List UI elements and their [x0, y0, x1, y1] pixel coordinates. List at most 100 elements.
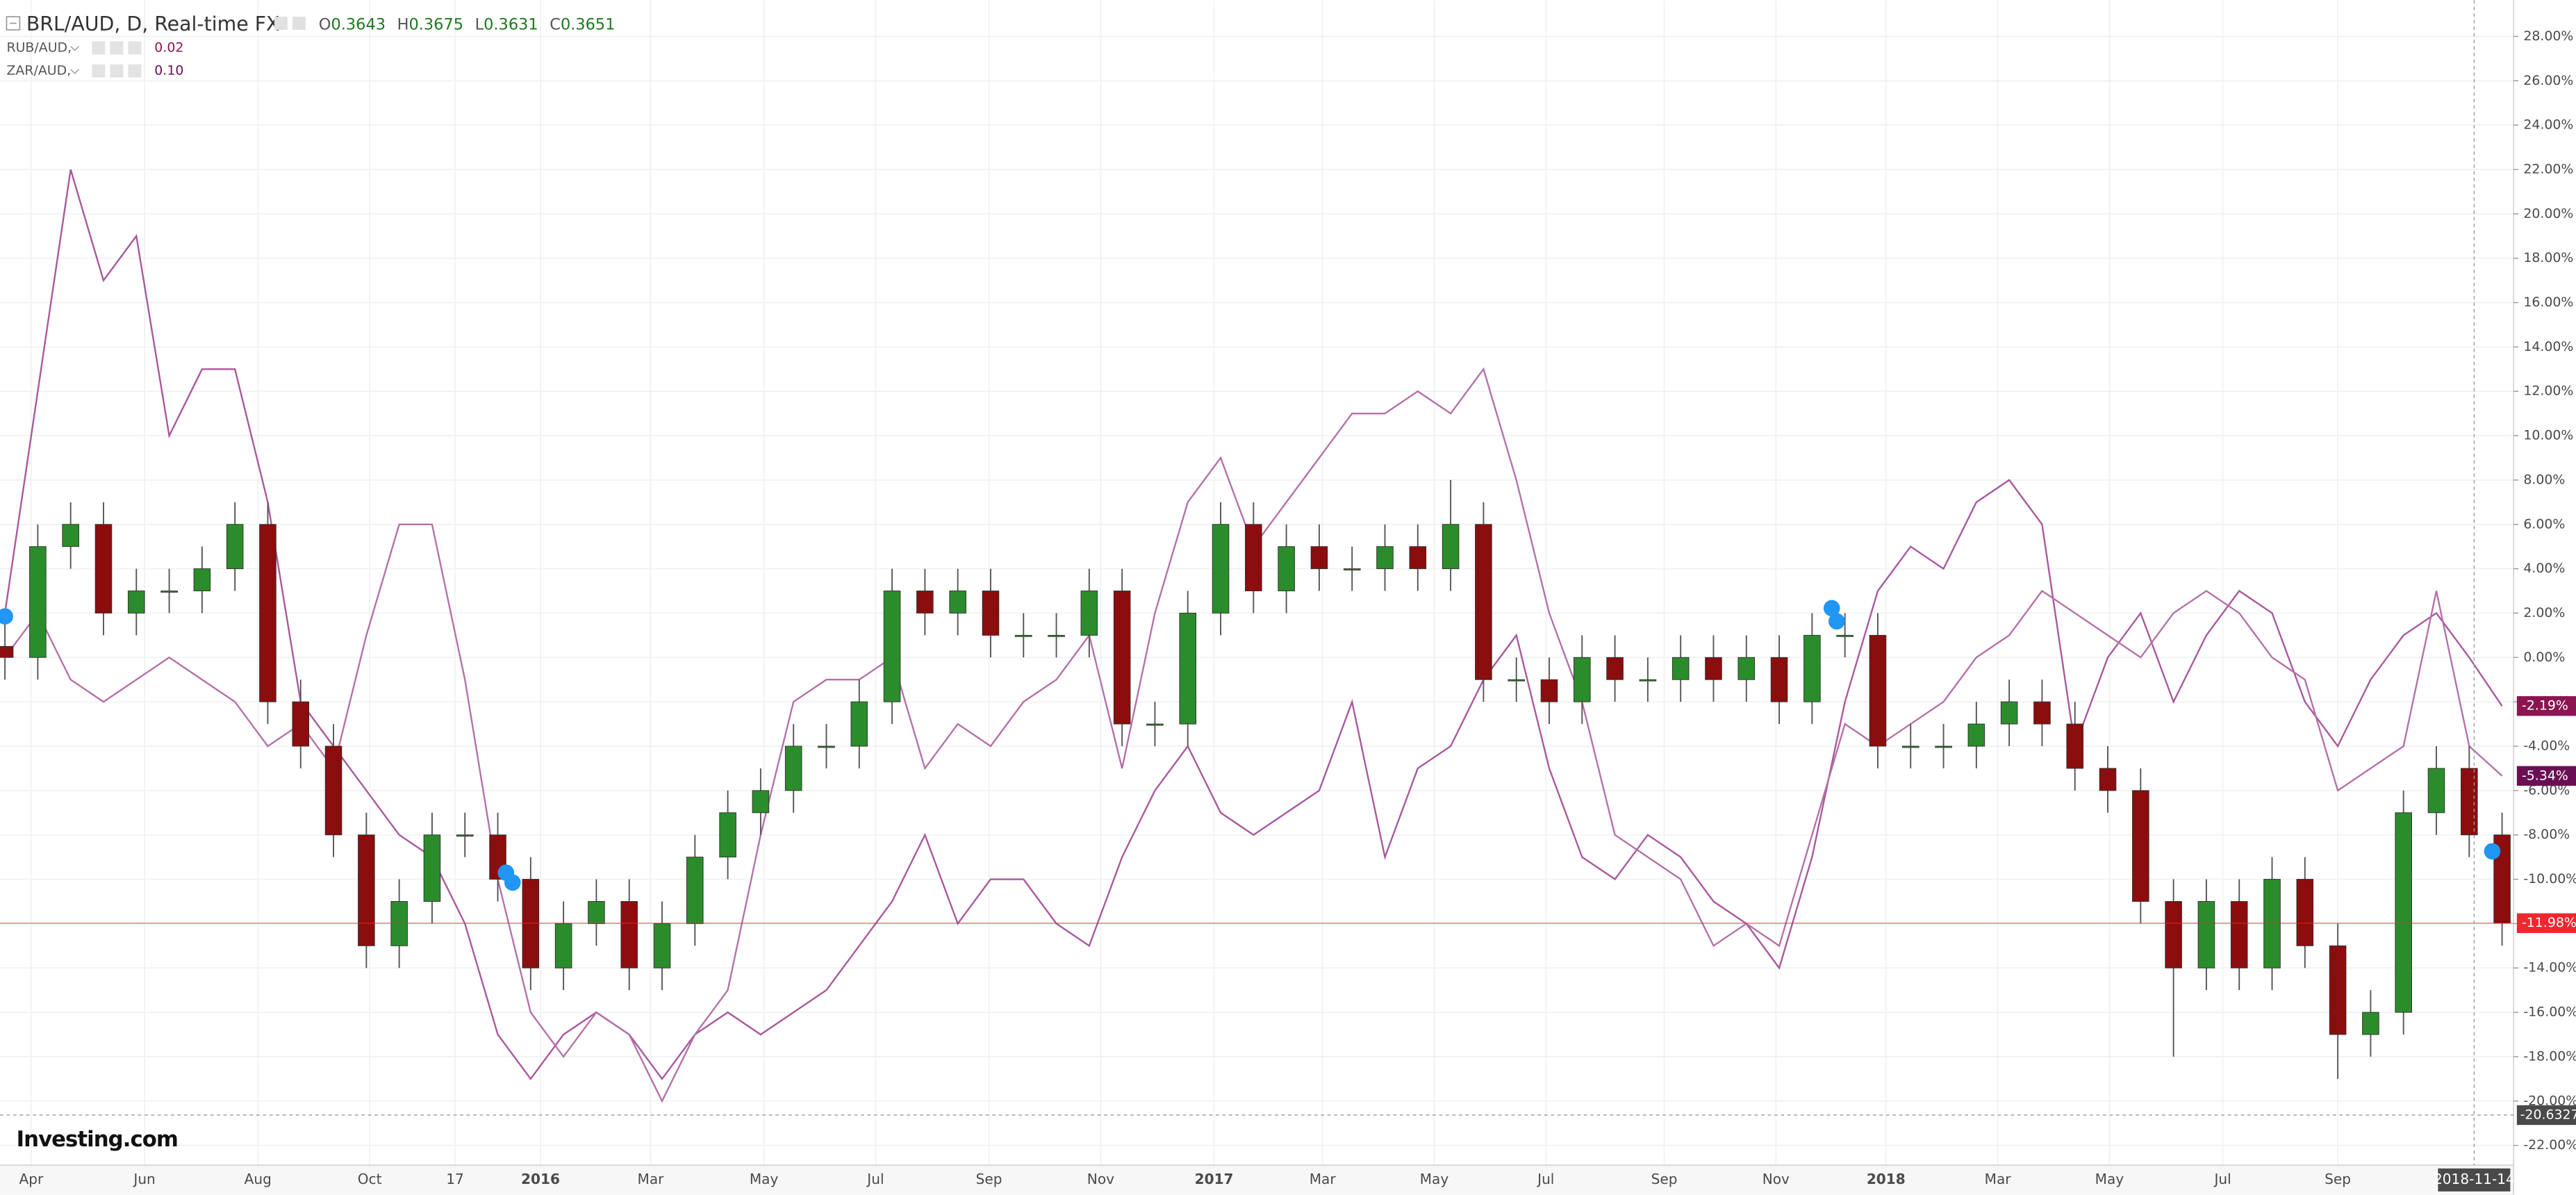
legend-icon[interactable] — [128, 41, 142, 55]
legend-icon[interactable] — [92, 64, 106, 78]
x-tick-label: May — [750, 1171, 779, 1187]
legend-icon[interactable] — [92, 41, 106, 55]
y-tick-label: 4.00% — [2523, 561, 2565, 576]
y-tick-label: 24.00% — [2523, 117, 2573, 133]
series-price-tag: -2.19% — [2522, 698, 2568, 714]
ohlc-key: C — [550, 15, 561, 33]
x-tick-label: Sep — [976, 1171, 1002, 1187]
settings-icon[interactable] — [274, 17, 288, 30]
legend-icon[interactable] — [128, 64, 142, 78]
candle-body — [1212, 524, 1230, 613]
ohlc-readout: O 0.3643 H 0.3675 L 0.3631 C 0.3651 — [319, 15, 616, 33]
ohlc-key: O — [319, 15, 331, 33]
y-tick-label: 12.00% — [2523, 384, 2573, 399]
x-tick-label: 2018-11-14 — [2434, 1171, 2515, 1187]
x-tick-label: 2017 — [1195, 1171, 1234, 1187]
candle-body — [1935, 745, 1952, 748]
x-tick-label: May — [1420, 1171, 1449, 1187]
collapse-icon[interactable] — [6, 16, 21, 31]
x-tick-label: 2018 — [1867, 1171, 1906, 1187]
ohlc-key: H — [397, 15, 409, 33]
candle-body — [1967, 723, 1985, 747]
candle-body — [982, 591, 1000, 636]
event-pin[interactable] — [1828, 613, 1845, 630]
candle-body — [1376, 546, 1394, 570]
event-pin[interactable] — [2484, 843, 2501, 860]
y-tick-label: -6.00% — [2523, 782, 2570, 798]
candle-body — [1179, 612, 1197, 725]
legend-name: ZAR/AUD, — [6, 63, 71, 79]
x-tick-label: Jul — [866, 1171, 884, 1187]
x-tick-label: 2016 — [521, 1171, 560, 1187]
y-tick-label: 0.00% — [2523, 650, 2565, 665]
candle-body — [94, 524, 113, 613]
event-pin[interactable] — [1823, 600, 1840, 617]
series-price-tag-bg — [2516, 766, 2576, 786]
candle-body — [1080, 591, 1098, 636]
candle-body — [1014, 634, 1032, 637]
candle-body — [193, 568, 211, 592]
candle-body — [259, 524, 276, 702]
y-tick-label: 28.00% — [2523, 28, 2573, 44]
chart-title: BRL/AUD, D, Real-time FX — [26, 13, 280, 35]
x-tick-label: Jul — [2213, 1171, 2231, 1187]
legend: RUB/AUD, 0.02 ZAR/AUD, 0.10 — [6, 40, 183, 78]
y-tick-label: 18.00% — [2523, 250, 2573, 265]
candle-body — [2132, 790, 2149, 902]
candle-body — [916, 591, 934, 613]
candle-body — [1113, 591, 1131, 725]
legend-icon[interactable] — [110, 64, 124, 78]
candle-body — [1508, 679, 1526, 682]
ohlc-key: L — [475, 15, 484, 33]
ohlc-value: 0.3675 — [408, 15, 463, 33]
candle-body — [1606, 657, 1624, 680]
event-pin[interactable] — [504, 874, 521, 891]
candle-body — [456, 834, 474, 837]
crosshair-y-tag — [2516, 1105, 2576, 1126]
y-tick-label: 22.00% — [2523, 161, 2573, 176]
series-price-tag: -5.34% — [2522, 768, 2568, 783]
x-tick-label: Nov — [1762, 1171, 1790, 1187]
candle-body — [292, 701, 310, 747]
candle-body — [127, 591, 145, 613]
y-tick-label: -10.00% — [2523, 871, 2576, 887]
y-tick-label: -22.00% — [2523, 1137, 2576, 1153]
candle-body — [1705, 657, 1722, 680]
x-tick-label: Aug — [245, 1171, 272, 1187]
candle-body — [1639, 679, 1657, 682]
candle-body — [1475, 524, 1492, 680]
candle-body — [324, 745, 342, 836]
y-tick-label: -4.00% — [2523, 738, 2570, 753]
y-tick-label: 16.00% — [2523, 295, 2573, 310]
y-tick-label: 6.00% — [2523, 516, 2565, 531]
event-pin[interactable] — [0, 608, 13, 625]
y-tick-label: -16.00% — [2523, 1005, 2576, 1020]
candle-body — [653, 923, 671, 969]
legend-icon[interactable] — [110, 41, 124, 55]
hide-icon[interactable] — [292, 17, 306, 30]
legend-name: RUB/AUD, — [6, 40, 72, 55]
candle-body — [1671, 657, 1690, 680]
x-tick-label: Jul — [1536, 1171, 1554, 1187]
candle-body — [1278, 546, 1295, 592]
candle-body — [1310, 546, 1328, 570]
x-tick-label: Mar — [1985, 1171, 2012, 1187]
candle-body — [1770, 657, 1788, 702]
candle-body — [1869, 634, 1887, 747]
candle-body — [588, 900, 605, 924]
overlay-line — [3, 169, 2503, 1080]
x-tick-label: May — [2095, 1171, 2124, 1187]
y-tick-label: 2.00% — [2523, 605, 2565, 620]
last-price-tag-bg — [2516, 913, 2576, 933]
candle-body — [2066, 723, 2084, 769]
x-tick-label: Mar — [637, 1171, 664, 1187]
ohlc-value: 0.3643 — [331, 15, 386, 33]
x-tick-label: Nov — [1087, 1171, 1114, 1187]
candle-body — [1245, 524, 1262, 592]
candle-body — [2197, 900, 2215, 969]
x-tick-label: Jun — [132, 1171, 155, 1187]
x-tick-label: Sep — [2325, 1171, 2351, 1187]
candle-body — [358, 834, 375, 946]
